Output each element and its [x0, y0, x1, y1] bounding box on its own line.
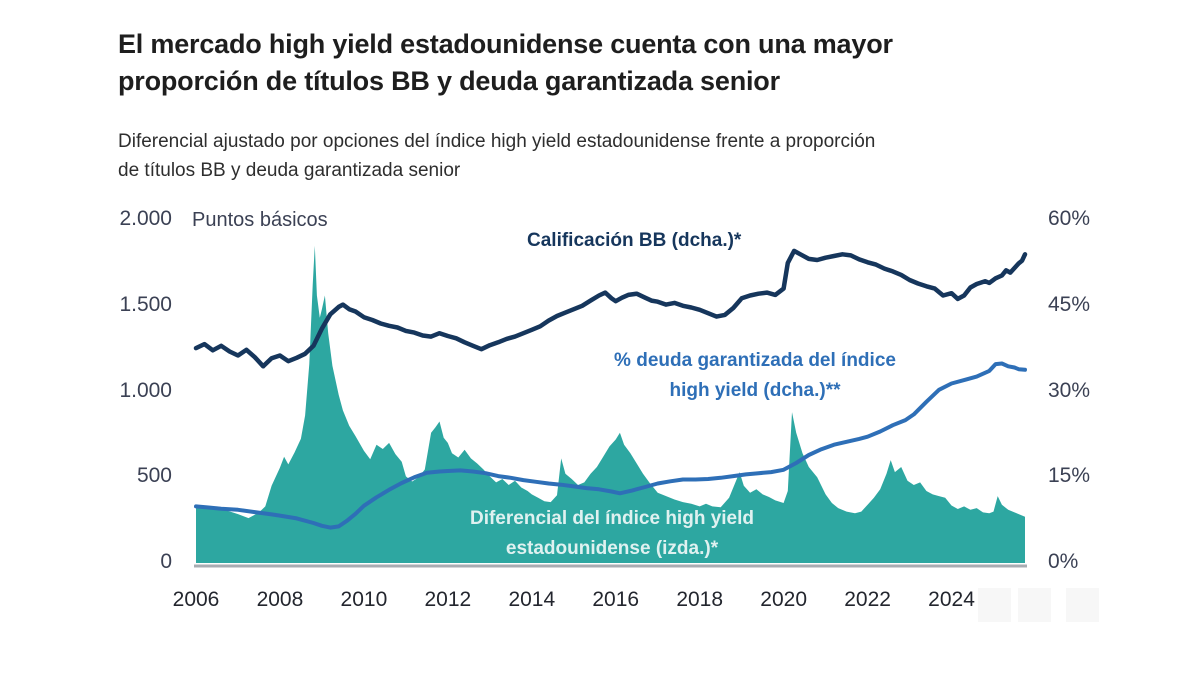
- x-axis-tick-2012: 2012: [424, 588, 472, 611]
- watermark-square: [1018, 588, 1051, 622]
- title-line-1: El mercado high yield estadounidense cue…: [118, 29, 893, 59]
- subtitle-line-2: de títulos BB y deuda garantizada senior: [118, 160, 461, 181]
- watermark-square: [978, 588, 1011, 622]
- left-axis-tick-1000: 1.000: [119, 378, 172, 402]
- chart-subtitle: Diferencial ajustado por opciones del ín…: [118, 127, 1138, 185]
- x-axis-tick-2008: 2008: [256, 588, 304, 611]
- series-label-hy-spread: Diferencial del índice high yield estado…: [402, 504, 822, 564]
- x-axis-tick-2024: 2024: [928, 588, 975, 611]
- right-axis-tick-45: 45%: [1048, 292, 1091, 316]
- x-axis-tick-2020: 2020: [760, 588, 807, 611]
- left-axis-tick-0: 0: [160, 550, 172, 573]
- series-label-spread-line-2: estadounidense (izda.)*: [505, 538, 719, 559]
- page-title: El mercado high yield estadounidense cue…: [118, 26, 1058, 100]
- x-axis-tick-2014: 2014: [508, 588, 556, 611]
- right-axis-tick-30: 30%: [1048, 378, 1091, 402]
- series-label-spread-line-1: Diferencial del índice high yield: [469, 508, 755, 529]
- series-label-secured-line-1: % deuda garantizada del índice: [614, 350, 896, 371]
- left-axis-tick-1500: 1.500: [119, 292, 172, 316]
- x-axis-baseline: [194, 564, 1027, 568]
- x-axis-tick-2006: 2006: [172, 588, 220, 611]
- series-line-bb: [193, 248, 1028, 369]
- x-axis-tick-2022: 2022: [844, 588, 891, 611]
- right-axis-tick-0: 0%: [1048, 550, 1079, 573]
- x-axis-tick-2016: 2016: [592, 588, 640, 611]
- left-axis-tick-2000: 2.000: [119, 207, 172, 230]
- series-label-secured-debt: % deuda garantizada del índice high yiel…: [555, 346, 955, 406]
- x-axis-tick-2018: 2018: [676, 588, 724, 611]
- series-line-secured: [194, 361, 1027, 530]
- series-label-secured-line-2: high yield (dcha.)**: [669, 380, 841, 401]
- title-line-2: proporción de títulos BB y deuda garanti…: [118, 66, 780, 96]
- subtitle-line-1: Diferencial ajustado por opciones del ín…: [118, 131, 876, 152]
- right-axis-tick-60: 60%: [1048, 207, 1091, 230]
- right-axis-tick-15: 15%: [1048, 464, 1091, 488]
- series-label-bb-rating: Calificación BB (dcha.)*: [527, 230, 742, 251]
- watermark-square: [1066, 588, 1099, 622]
- left-axis-unit-label: Puntos básicos: [192, 209, 328, 231]
- x-axis-tick-2010: 2010: [340, 588, 388, 611]
- left-axis-tick-500: 500: [136, 464, 172, 488]
